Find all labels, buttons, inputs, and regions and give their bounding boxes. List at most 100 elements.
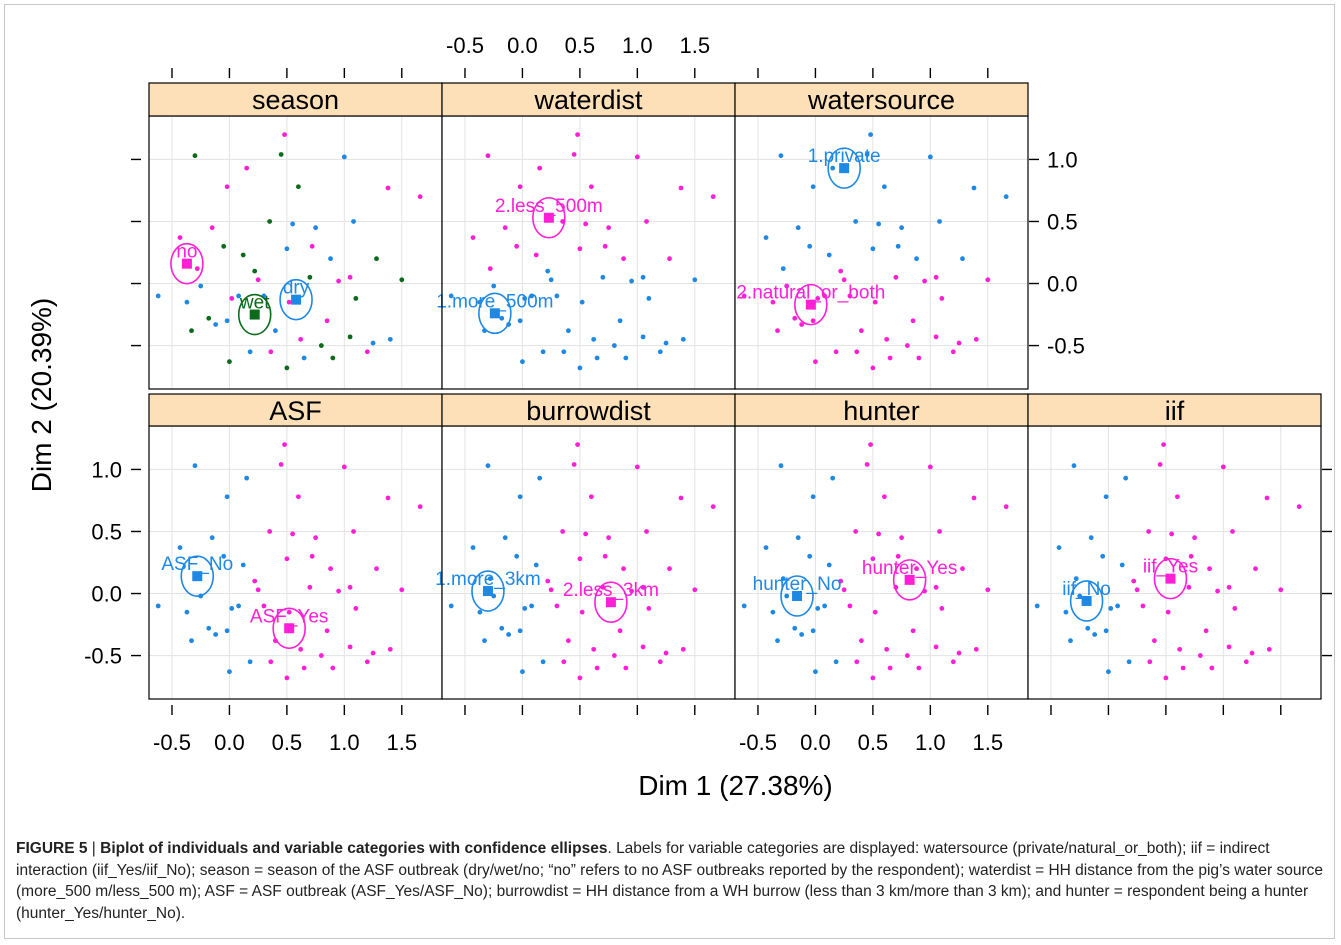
panel-season-individual-point: [351, 219, 356, 224]
panel-iif-individual-point: [1296, 504, 1302, 510]
panel-hunter-individual-point: [887, 665, 893, 671]
panel-asf-individual-point: [224, 494, 230, 500]
panel-waterdist-individual-point: [579, 299, 585, 305]
panel-hunter-confidence-ellipse: [892, 559, 927, 601]
panel-hunter-individual-point: [763, 545, 769, 551]
panel-season-individual-point: [298, 336, 304, 342]
bottom-x-tick-label: -0.5: [153, 730, 191, 755]
panel-watersource-individual-point: [950, 349, 956, 355]
panel-watersource-individual-point: [763, 235, 769, 241]
panel-asf-individual-point: [213, 632, 219, 637]
panel-waterdist-individual-point: [517, 184, 523, 190]
panel-iif-individual-point: [1063, 609, 1069, 615]
panel-iif-individual-point: [1088, 535, 1094, 541]
panel-iif-individual-point: [1068, 638, 1073, 644]
panel-burrowdist-confidence-ellipse: [594, 581, 628, 624]
panel-hunter-individual-point: [870, 675, 876, 681]
panel-hunter-category-centroid: [904, 574, 915, 585]
caption-figure-label: FIGURE 5: [16, 840, 88, 857]
panel-waterdist-individual-point: [529, 293, 535, 299]
panel-burrowdist-individual-point: [499, 625, 505, 631]
panel-waterdist-individual-point: [571, 152, 577, 157]
panel-iif-individual-point: [1197, 653, 1203, 658]
panel-burrowdist-individual-point: [617, 628, 623, 634]
panel-waterdist-individual-point: [644, 219, 649, 224]
panel-watersource-individual-point: [914, 256, 919, 262]
panel-iif-individual-point: [1165, 609, 1171, 615]
panel-iif-individual-point: [1188, 553, 1194, 559]
panel-hunter-individual-point: [937, 529, 942, 534]
panel-watersource-individual-point: [904, 343, 910, 348]
panel-burrowdist-individual-point: [522, 606, 528, 611]
panel-waterdist-individual-point: [680, 336, 686, 342]
panel-hunter-individual-point: [810, 494, 816, 500]
panel-hunter-individual-point: [841, 587, 847, 593]
bottom-x-tick-label: 0.5: [858, 730, 889, 755]
panel-burrowdist-individual-point: [623, 665, 629, 671]
figure-frame: [4, 4, 1335, 939]
panel-burrowdist-individual-point: [548, 587, 554, 593]
panel-asf-category-label: ASF_No: [161, 554, 233, 575]
panel-burrowdist-category-centroid: [605, 597, 616, 608]
panel-hunter-individual-point: [795, 535, 801, 541]
top-x-tick-label: 1.0: [622, 33, 653, 58]
panel-season-individual-point: [282, 132, 287, 138]
panel-waterdist-category-label: 2.less_500m: [495, 196, 603, 217]
panel-season-strip: [148, 82, 443, 117]
panel-waterdist-strip: [441, 82, 736, 117]
panel-watersource-background: [735, 116, 1028, 389]
panel-asf-individual-point: [318, 653, 324, 658]
panel-burrowdist-individual-point: [577, 556, 583, 562]
panel-hunter-individual-point: [847, 603, 853, 609]
panel-watersource-individual-point: [854, 349, 860, 355]
panel-burrowdist-individual-point: [529, 603, 535, 609]
panel-season-confidence-ellipse: [170, 242, 204, 285]
panel-burrowdist-individual-point: [646, 606, 652, 611]
panel-watersource-individual-point: [876, 221, 882, 227]
panel-asf-individual-point: [247, 659, 253, 665]
panel-burrowdist-individual-point: [678, 495, 684, 501]
panel-iif-individual-point: [1161, 442, 1166, 448]
panel-hunter-individual-point: [872, 609, 878, 615]
panel-asf-individual-point: [286, 609, 292, 615]
panel-asf-individual-point: [324, 628, 330, 634]
panel-burrowdist-individual-point: [517, 494, 523, 500]
panel-waterdist-individual-point: [600, 274, 606, 280]
panel-asf-individual-point: [229, 606, 235, 611]
panel-asf-individual-point: [309, 553, 315, 559]
panel-iif-individual-point: [1073, 576, 1079, 582]
panel-asf-individual-point: [184, 609, 190, 615]
panel-watersource-individual-point: [910, 318, 916, 324]
panel-watersource-individual-point: [887, 355, 893, 361]
panel-burrowdist-individual-point: [533, 562, 539, 568]
panel-hunter-individual-point: [775, 638, 780, 644]
panel-watersource-individual-point: [939, 296, 945, 301]
panel-iif-background: [1028, 426, 1321, 699]
panel-season-confidence-ellipse: [279, 278, 313, 321]
panel-iif-confidence-ellipse: [1069, 580, 1104, 622]
panel-burrowdist-individual-point: [692, 587, 698, 593]
panel-iif-individual-point: [1108, 606, 1114, 611]
panel-waterdist-individual-point: [533, 252, 539, 258]
panel-iif-individual-point: [1253, 566, 1258, 572]
bottom-x-tick-label: 0.0: [800, 730, 831, 755]
bottom-x-tick-label: 1.5: [386, 730, 417, 755]
panel-iif-individual-point: [1071, 463, 1077, 469]
panel-watersource-individual-point: [870, 365, 876, 371]
panel-hunter-individual-point: [741, 603, 747, 609]
panel-hunter-individual-point: [778, 463, 784, 469]
panel-season-individual-point: [364, 349, 370, 355]
panel-season-individual-point: [268, 349, 274, 355]
panel-waterdist-individual-point: [617, 318, 623, 324]
panel-burrowdist-individual-point: [477, 609, 483, 615]
panel-season-individual-point: [236, 293, 242, 299]
panel-asf-individual-point: [224, 628, 230, 634]
panel-asf-individual-point: [244, 475, 250, 481]
panel-season-individual-point: [301, 355, 307, 361]
panel-burrowdist-individual-point: [565, 638, 571, 644]
panel-iif-individual-point: [1106, 669, 1111, 675]
panel-burrowdist-individual-point: [482, 638, 487, 644]
panel-asf-individual-point: [347, 584, 353, 590]
panel-iif-strip: [1027, 393, 1322, 427]
panel-hunter-individual-point: [933, 644, 939, 650]
